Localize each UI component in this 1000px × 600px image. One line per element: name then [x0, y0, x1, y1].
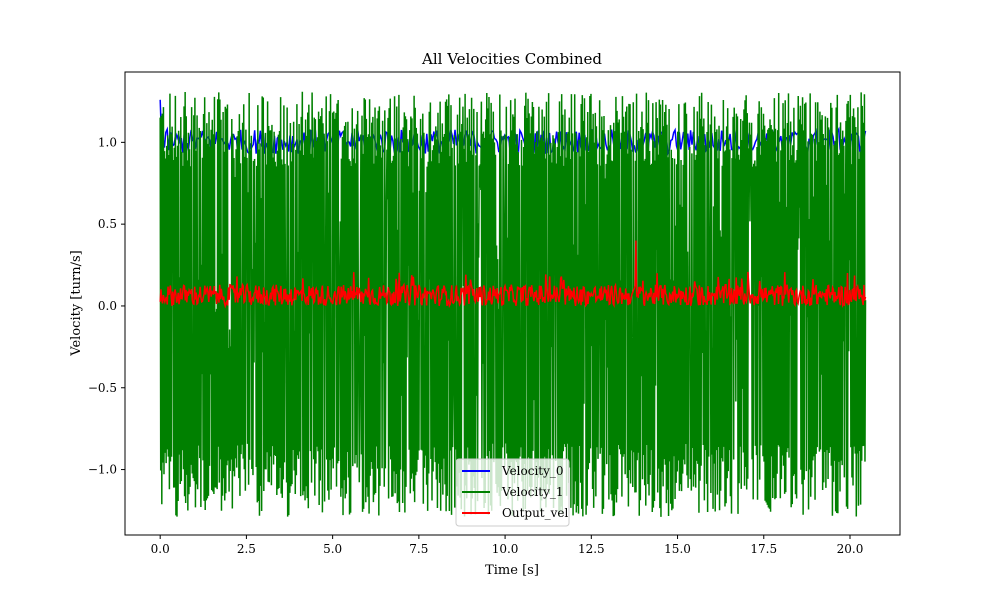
x-axis: 0.0 2.5 5.0 7.5 10.0 12.5 15.0 17.5 20.0: [151, 535, 864, 556]
legend-entry: Velocity_0: [501, 464, 564, 478]
x-axis-label: Time [s]: [485, 563, 539, 578]
x-tick-label: 7.5: [409, 542, 428, 556]
x-tick-label: 5.0: [323, 542, 342, 556]
x-tick-label: 10.0: [492, 542, 519, 556]
series-velocity-1-line: [159, 91, 867, 517]
y-tick-label: −0.5: [88, 381, 117, 395]
series-group: [159, 91, 867, 517]
y-tick-label: −1.0: [88, 463, 117, 477]
plot-area: [124, 71, 901, 536]
x-tick-label: 12.5: [578, 542, 605, 556]
x-tick-label: 0.0: [151, 542, 170, 556]
y-axis-label: Velocity [turn/s]: [69, 250, 84, 356]
plot-frame: [124, 71, 901, 536]
legend-entry: Output_vel: [502, 506, 569, 520]
chart-title: All Velocities Combined: [421, 50, 602, 68]
x-tick-label: 17.5: [750, 542, 777, 556]
y-axis: −1.0 −0.5 0.0 0.5 1.0: [88, 135, 125, 477]
legend-entry: Velocity_1: [501, 485, 564, 499]
y-tick-label: 1.0: [98, 135, 117, 149]
y-tick-label: 0.0: [98, 299, 117, 313]
legend: Velocity_0 Velocity_1 Output_vel: [455, 458, 570, 527]
x-tick-label: 20.0: [837, 542, 864, 556]
series-output-vel-line: [159, 240, 867, 309]
x-tick-label: 2.5: [237, 542, 256, 556]
y-tick-label: 0.5: [98, 217, 117, 231]
x-tick-label: 15.0: [664, 542, 691, 556]
legend-box: [455, 458, 570, 527]
